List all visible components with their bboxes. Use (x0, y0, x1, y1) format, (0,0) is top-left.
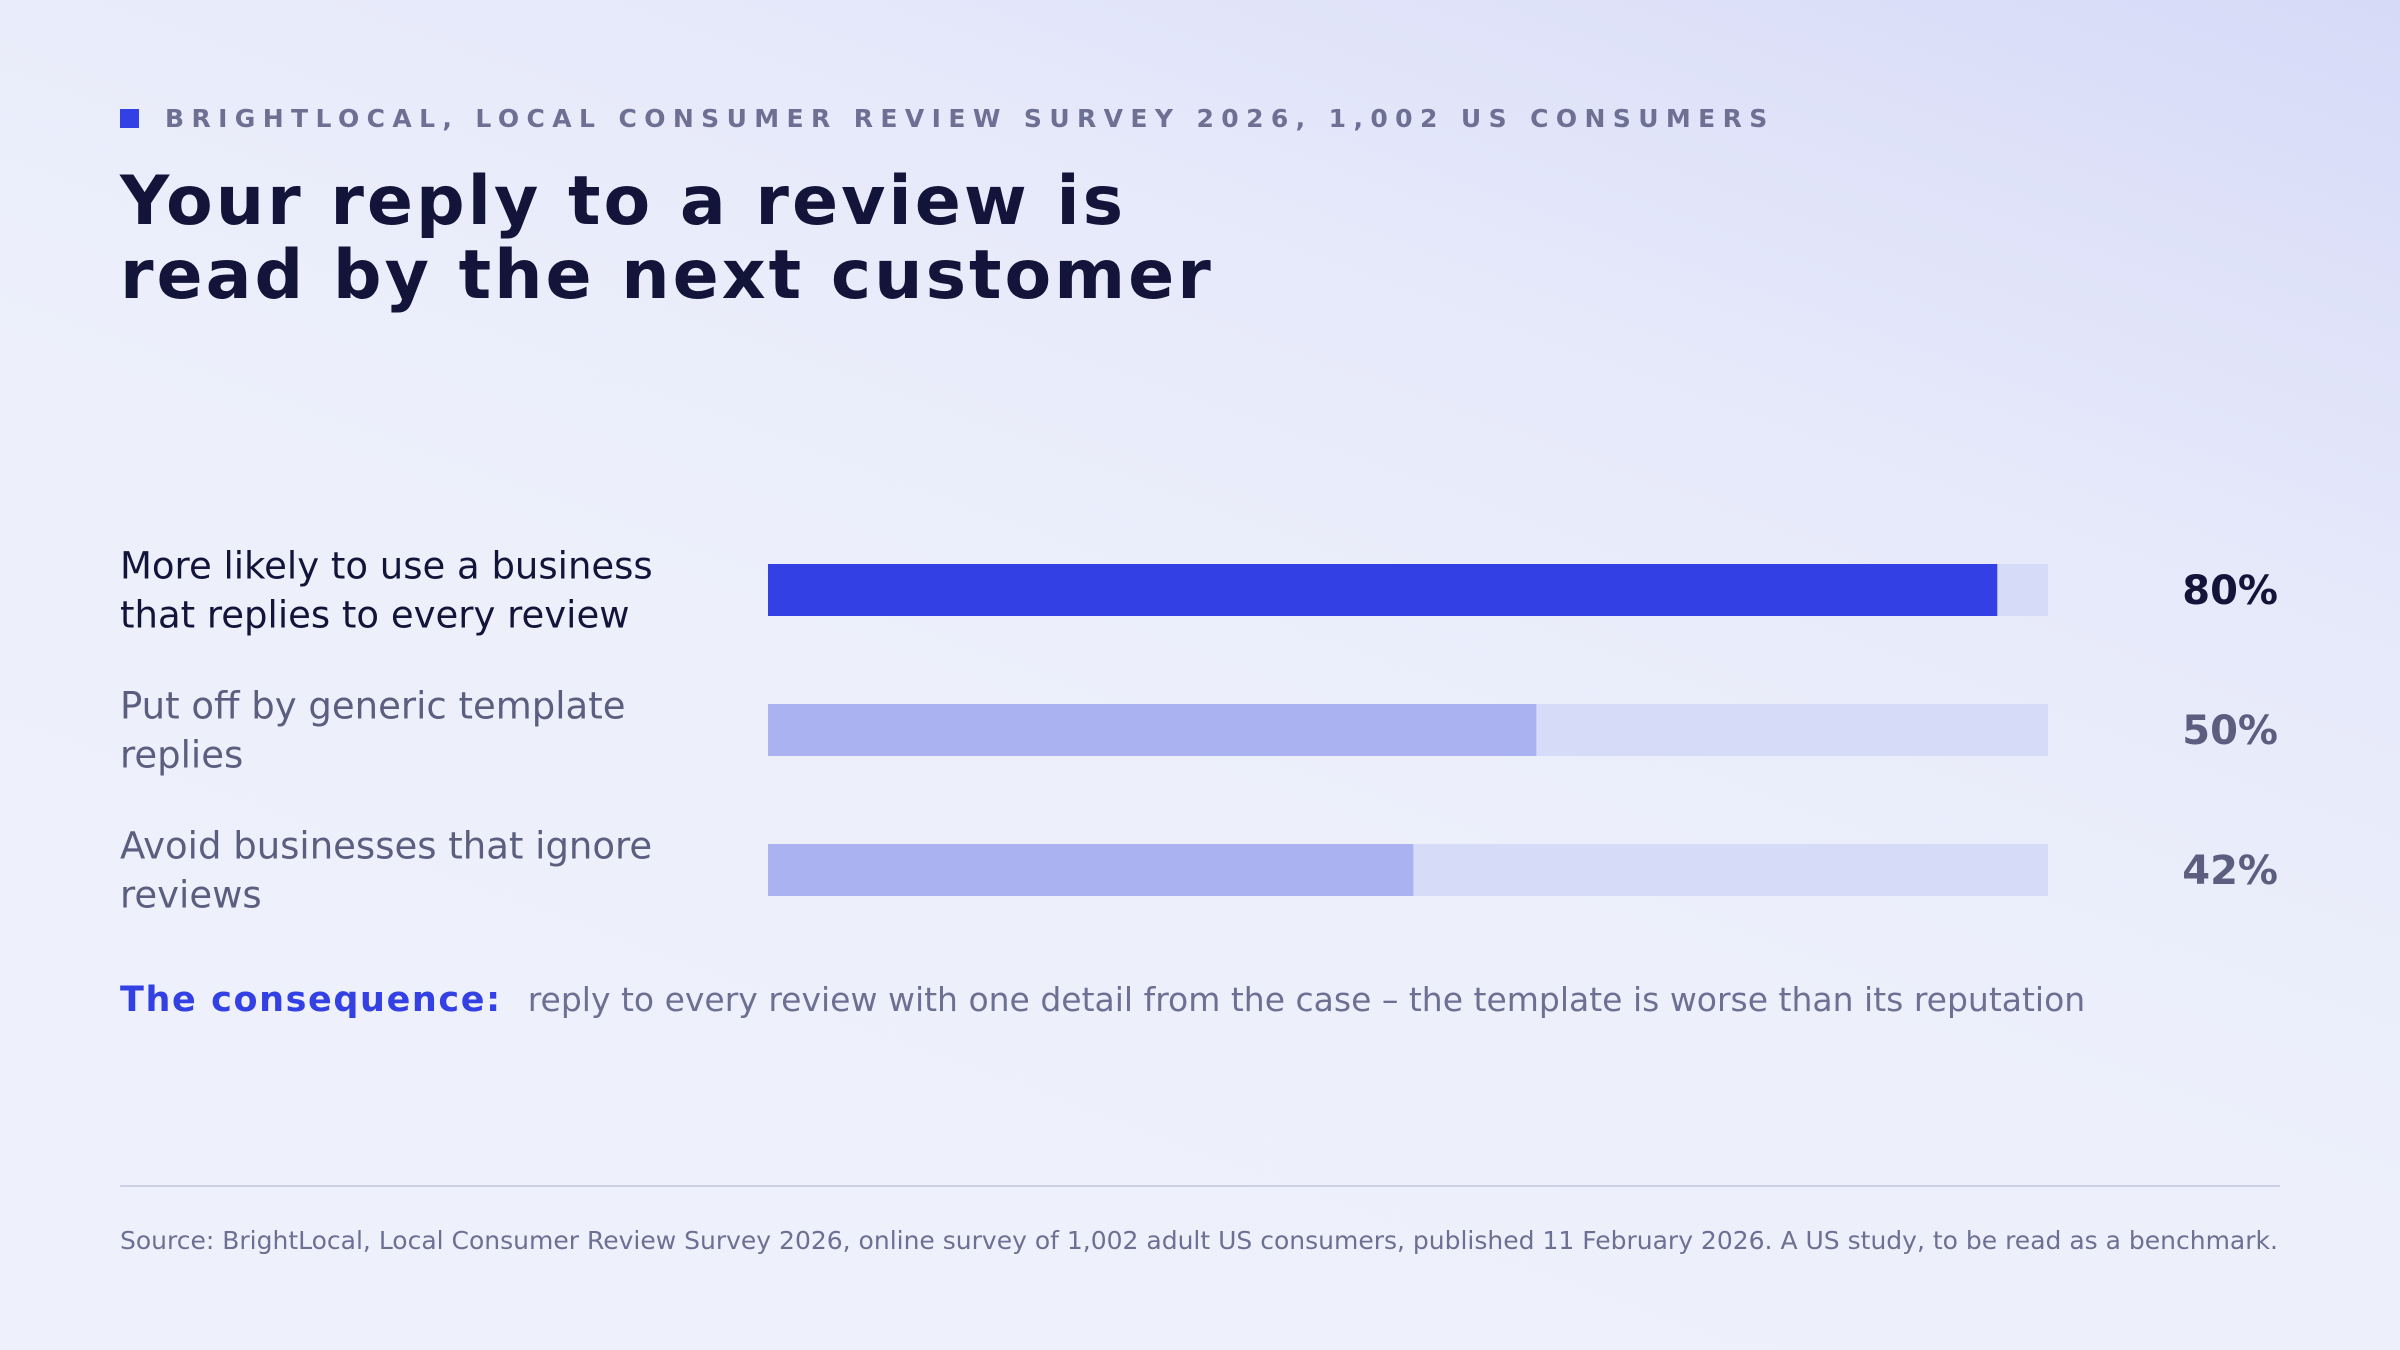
bar (768, 704, 1537, 756)
category-label: Put off by generic template replies (120, 685, 626, 777)
bar (768, 564, 1998, 616)
category-label: Avoid businesses that ignore reviews (120, 825, 652, 917)
category-label-line: Put off by generic template (120, 685, 626, 728)
consequence-label: The consequence: (120, 980, 502, 1020)
kicker: BRIGHTLOCAL, LOCAL CONSUMER REVIEW SURVE… (120, 104, 1775, 133)
consequence-text: reply to every review with one detail fr… (527, 980, 2086, 1019)
value-label: 80% (2182, 568, 2278, 614)
headline: Your reply to a review is read by the ne… (120, 165, 1214, 313)
category-label: More likely to use a business that replie… (120, 545, 653, 637)
value-label: 42% (2182, 848, 2278, 894)
category-label-line: reviews (120, 874, 262, 917)
value-label: 50% (2182, 708, 2278, 754)
kicker-text: BRIGHTLOCAL, LOCAL CONSUMER REVIEW SURVE… (165, 104, 1775, 133)
headline-line-1: Your reply to a review is (120, 162, 1127, 241)
bar (768, 844, 1414, 896)
category-label-line: that replies to every review (120, 594, 629, 637)
headline-line-2: read by the next customer (120, 236, 1214, 315)
category-label-line: More likely to use a business (120, 545, 653, 588)
divider (120, 1185, 2280, 1187)
category-label-line: Avoid businesses that ignore (120, 825, 652, 868)
category-label-line: replies (120, 734, 243, 777)
consequence: The consequence: reply to every review w… (120, 980, 2085, 1020)
kicker-square-icon (120, 109, 139, 128)
source-note: Source: BrightLocal, Local Consumer Revi… (120, 1226, 2278, 1255)
